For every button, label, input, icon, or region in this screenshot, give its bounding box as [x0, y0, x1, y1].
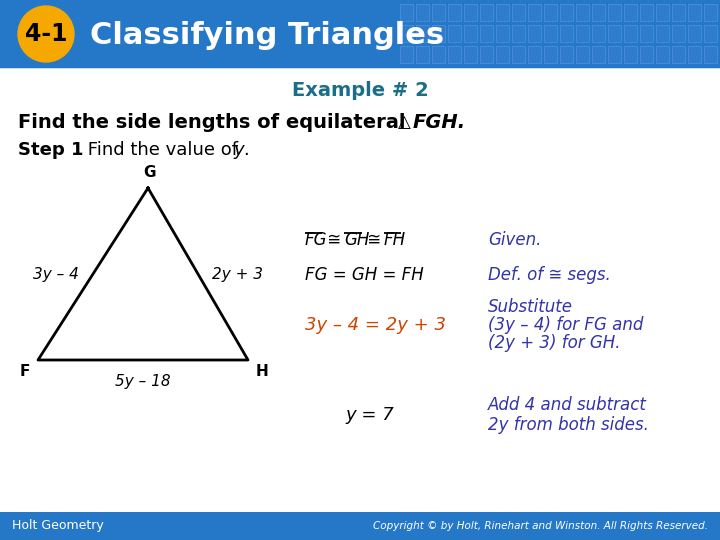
- Bar: [544, 4, 557, 21]
- Bar: [592, 4, 605, 21]
- Bar: [0, 512, 720, 540]
- Bar: [496, 46, 509, 63]
- Bar: [672, 25, 685, 42]
- Bar: [624, 46, 637, 63]
- Bar: [528, 4, 541, 21]
- Bar: [400, 4, 413, 21]
- Bar: [448, 46, 461, 63]
- Bar: [480, 46, 493, 63]
- Text: Def. of ≅ segs.: Def. of ≅ segs.: [488, 266, 611, 284]
- Bar: [560, 4, 573, 21]
- Text: 4-1: 4-1: [24, 22, 67, 46]
- Bar: [416, 4, 429, 21]
- Text: Classifying Triangles: Classifying Triangles: [90, 22, 444, 51]
- Text: Copyright © by Holt, Rinehart and Winston. All Rights Reserved.: Copyright © by Holt, Rinehart and Winsto…: [373, 521, 708, 531]
- Bar: [512, 4, 525, 21]
- Bar: [640, 4, 653, 21]
- Bar: [656, 25, 669, 42]
- Text: Given.: Given.: [488, 231, 541, 249]
- Text: (2y + 3) for GH.: (2y + 3) for GH.: [488, 334, 621, 352]
- Bar: [432, 25, 445, 42]
- Bar: [416, 25, 429, 42]
- Bar: [400, 25, 413, 42]
- Text: 2y from both sides.: 2y from both sides.: [488, 416, 649, 434]
- Text: F: F: [19, 364, 30, 379]
- Bar: [528, 46, 541, 63]
- Text: G: G: [144, 165, 156, 180]
- Text: ≅: ≅: [323, 231, 346, 249]
- Bar: [608, 25, 621, 42]
- Bar: [464, 25, 477, 42]
- Bar: [432, 46, 445, 63]
- Bar: [480, 4, 493, 21]
- Text: 3y – 4 = 2y + 3: 3y – 4 = 2y + 3: [305, 316, 446, 334]
- Text: 3y – 4: 3y – 4: [33, 267, 79, 281]
- Bar: [576, 25, 589, 42]
- Bar: [544, 25, 557, 42]
- Text: FG: FG: [305, 231, 328, 249]
- Bar: [592, 46, 605, 63]
- Text: Find the value of: Find the value of: [82, 141, 244, 159]
- Bar: [640, 25, 653, 42]
- Text: FG = GH = FH: FG = GH = FH: [305, 266, 424, 284]
- Bar: [608, 4, 621, 21]
- Bar: [640, 46, 653, 63]
- Bar: [464, 4, 477, 21]
- Text: ≅: ≅: [361, 231, 386, 249]
- Text: Step 1: Step 1: [18, 141, 84, 159]
- Text: 2y + 3: 2y + 3: [212, 267, 263, 281]
- Bar: [528, 25, 541, 42]
- Text: △: △: [398, 113, 410, 131]
- Bar: [560, 46, 573, 63]
- Text: FH: FH: [384, 231, 405, 249]
- Text: Example # 2: Example # 2: [292, 80, 428, 99]
- Bar: [416, 46, 429, 63]
- Bar: [576, 46, 589, 63]
- Bar: [624, 4, 637, 21]
- Bar: [704, 46, 717, 63]
- Bar: [480, 25, 493, 42]
- Text: H: H: [256, 364, 269, 379]
- Text: Add 4 and subtract: Add 4 and subtract: [488, 396, 647, 414]
- Bar: [496, 4, 509, 21]
- Bar: [704, 4, 717, 21]
- Bar: [592, 25, 605, 42]
- Bar: [656, 4, 669, 21]
- Bar: [464, 46, 477, 63]
- Text: GH: GH: [344, 231, 369, 249]
- Bar: [400, 46, 413, 63]
- Text: y: y: [233, 141, 243, 159]
- Text: .: .: [243, 141, 248, 159]
- Circle shape: [18, 6, 74, 62]
- Bar: [448, 25, 461, 42]
- Bar: [0, 0, 720, 68]
- Bar: [512, 46, 525, 63]
- Bar: [688, 46, 701, 63]
- Bar: [704, 25, 717, 42]
- Bar: [560, 25, 573, 42]
- Bar: [608, 46, 621, 63]
- Bar: [688, 4, 701, 21]
- Text: Holt Geometry: Holt Geometry: [12, 519, 104, 532]
- Bar: [672, 46, 685, 63]
- Text: Substitute: Substitute: [488, 298, 573, 316]
- Bar: [448, 4, 461, 21]
- Bar: [544, 46, 557, 63]
- Text: FGH.: FGH.: [413, 112, 466, 132]
- Text: Find the side lengths of equilateral: Find the side lengths of equilateral: [18, 112, 413, 132]
- Bar: [656, 46, 669, 63]
- Bar: [512, 25, 525, 42]
- Text: y = 7: y = 7: [345, 406, 394, 424]
- Bar: [576, 4, 589, 21]
- Bar: [624, 25, 637, 42]
- Bar: [432, 4, 445, 21]
- Bar: [672, 4, 685, 21]
- Bar: [688, 25, 701, 42]
- Text: (3y – 4) for FG and: (3y – 4) for FG and: [488, 316, 644, 334]
- Bar: [496, 25, 509, 42]
- Text: 5y – 18: 5y – 18: [115, 374, 171, 389]
